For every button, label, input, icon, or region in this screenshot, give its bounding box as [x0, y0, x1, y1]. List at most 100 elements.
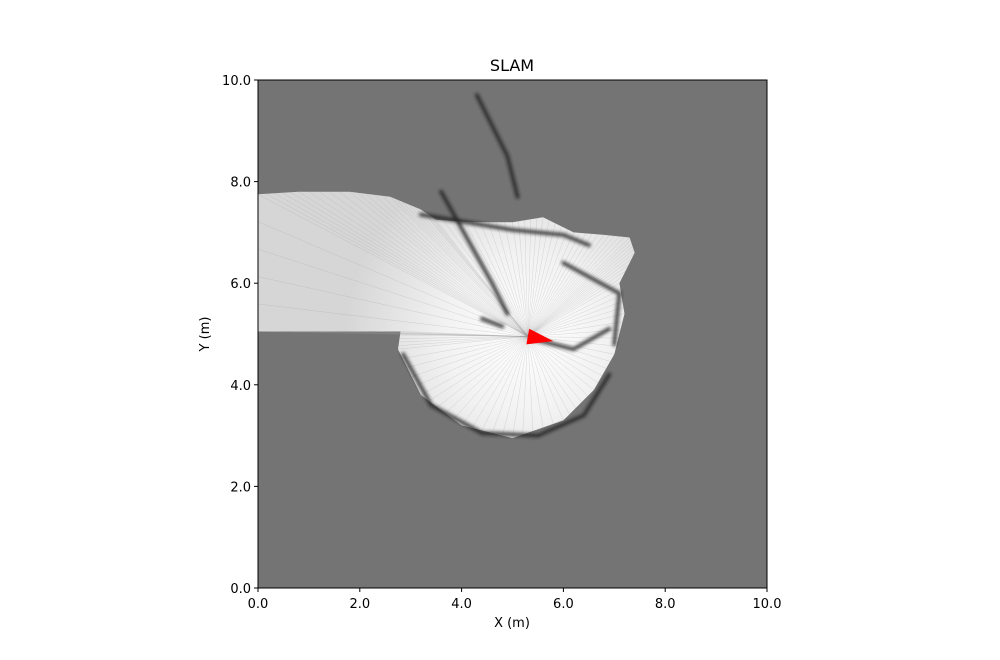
- scan-ray: [290, 192, 528, 337]
- scan-ray: [527, 246, 633, 337]
- x-axis-label: X (m): [494, 616, 530, 631]
- scan-ray: [339, 191, 528, 337]
- scan-ray: [527, 336, 576, 409]
- scan-ray: [382, 195, 528, 337]
- scan-ray: [527, 301, 623, 337]
- scan-ray: [527, 270, 626, 337]
- scan-ray: [524, 220, 529, 337]
- scan-ray: [512, 222, 529, 337]
- scan-ray: [527, 307, 624, 337]
- scan-ray: [318, 191, 528, 337]
- occupied-wall: [418, 212, 591, 248]
- scan-ray: [527, 234, 599, 337]
- scan-ray: [527, 336, 564, 421]
- scan-ray: [527, 229, 568, 337]
- scan-ray: [464, 221, 528, 337]
- occupied-wall: [439, 189, 510, 316]
- scan-ray: [527, 235, 610, 337]
- scan-ray: [411, 336, 528, 377]
- scan-ray: [435, 219, 528, 337]
- scan-ray: [527, 237, 630, 337]
- scan-ray: [445, 336, 528, 414]
- scan-ray: [491, 336, 529, 434]
- scan-ray: [527, 235, 615, 337]
- x-tick-label: 4.0: [451, 597, 472, 612]
- scan-ray: [258, 331, 528, 337]
- scan-ray: [420, 336, 528, 396]
- scan-ray: [527, 233, 593, 337]
- scan-ray: [471, 222, 528, 337]
- scan-ray: [349, 191, 528, 337]
- x-axis: 0.0 2.0 4.0 6.0 8.0 10.0: [248, 588, 781, 612]
- scan-ray: [258, 194, 528, 337]
- scan-ray: [527, 236, 620, 337]
- scan-ray: [329, 191, 528, 337]
- scan-ray: [518, 221, 529, 337]
- scan-ray: [487, 222, 529, 337]
- occupied-wall: [480, 316, 505, 329]
- scan-ray: [416, 336, 528, 387]
- scan-ray: [479, 222, 529, 337]
- scan-ray: [398, 336, 528, 343]
- scan-rays: [258, 191, 635, 439]
- x-tick-label: 2.0: [349, 597, 370, 612]
- scan-ray: [453, 336, 528, 420]
- scan-ray: [429, 215, 528, 337]
- scan-ray: [423, 211, 528, 337]
- scan-ray: [407, 336, 528, 368]
- x-tick-label: 8.0: [655, 597, 676, 612]
- scan-ray: [365, 193, 528, 337]
- x-tick-label: 0.0: [248, 597, 269, 612]
- scan-ray: [428, 336, 528, 402]
- scan-ray: [398, 336, 528, 346]
- scan-ray: [390, 196, 528, 337]
- scan-ray: [522, 336, 529, 435]
- scan-ray: [397, 336, 528, 350]
- scan-ray: [527, 252, 635, 337]
- scan-ray: [527, 234, 605, 337]
- scan-ray: [437, 336, 528, 408]
- scan-ray: [527, 217, 544, 337]
- scan-ray: [527, 249, 634, 337]
- scan-ray: [527, 240, 631, 337]
- scan-ray: [527, 336, 603, 376]
- y-axis-label: Y (m): [198, 317, 213, 353]
- scan-ray: [461, 336, 528, 426]
- scan-ray: [527, 336, 588, 397]
- scan-ray: [471, 336, 528, 429]
- scan-ray: [308, 191, 528, 337]
- scan-ray: [527, 336, 595, 391]
- robot-pose-marker: [526, 328, 554, 345]
- scan-ray: [502, 336, 529, 436]
- scan-ray: [426, 213, 528, 337]
- chart-title: SLAM: [490, 56, 534, 75]
- scan-ray: [527, 336, 544, 428]
- scan-ray: [314, 331, 528, 337]
- scan-ray: [527, 336, 534, 432]
- scan-ray: [527, 336, 599, 384]
- scan-ray: [495, 222, 529, 337]
- scan-ray: [527, 258, 632, 337]
- scan-ray: [527, 243, 632, 337]
- scan-ray: [527, 218, 538, 337]
- scan-ray: [443, 220, 528, 337]
- y-tick-label: 10.0: [222, 74, 251, 89]
- scan-ray: [527, 223, 556, 337]
- scan-ray: [527, 236, 625, 337]
- scan-ray: [371, 331, 528, 337]
- occupied-wall: [401, 352, 612, 438]
- scan-ray: [282, 192, 528, 337]
- y-tick-label: 0.0: [230, 582, 251, 597]
- scan-ray: [286, 331, 528, 337]
- scan-ray: [357, 192, 528, 337]
- free-space-region: [258, 191, 635, 439]
- scan-ray: [527, 233, 587, 337]
- scan-ray: [512, 336, 529, 439]
- scan-ray: [298, 191, 528, 337]
- y-tick-label: 6.0: [230, 277, 251, 292]
- scan-ray: [527, 264, 629, 337]
- scan-ray: [481, 336, 528, 431]
- scan-ray: [527, 336, 582, 403]
- scan-ray: [527, 282, 620, 337]
